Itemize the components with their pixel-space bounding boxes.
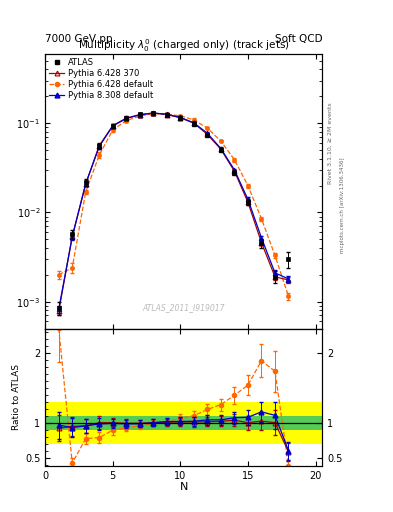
Y-axis label: Ratio to ATLAS: Ratio to ATLAS [12, 364, 21, 430]
Legend: ATLAS, Pythia 6.428 370, Pythia 6.428 default, Pythia 8.308 default: ATLAS, Pythia 6.428 370, Pythia 6.428 de… [48, 56, 154, 102]
Title: Multiplicity $\lambda_0^0$ (charged only) (track jets): Multiplicity $\lambda_0^0$ (charged only… [78, 37, 290, 54]
X-axis label: N: N [180, 482, 188, 492]
Text: mcplots.cern.ch [arXiv:1306.3436]: mcplots.cern.ch [arXiv:1306.3436] [340, 157, 345, 252]
Text: Rivet 3.1.10, ≥ 2M events: Rivet 3.1.10, ≥ 2M events [328, 102, 333, 184]
Text: ATLAS_2011_I919017: ATLAS_2011_I919017 [143, 303, 225, 312]
Text: 7000 GeV pp: 7000 GeV pp [45, 33, 113, 44]
Text: Soft QCD: Soft QCD [275, 33, 322, 44]
